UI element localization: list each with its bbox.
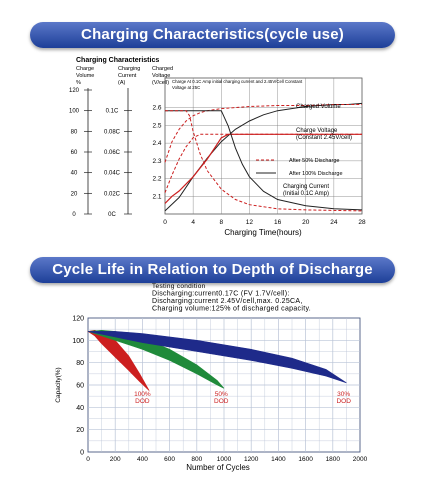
- charging-characteristics-banner: Charging Characteristics(cycle use): [30, 22, 395, 48]
- chart1-condition-note: Charge At 0.1C Amp initial charging curr…: [172, 79, 303, 84]
- chart1-x-tick-label: 0: [163, 219, 167, 226]
- chart2-dod-label: DOD: [336, 398, 351, 405]
- chart2-dod-band: [87, 331, 347, 384]
- chart2-x-tick-label: 400: [137, 456, 148, 463]
- chart1-header-text: Charging: [118, 66, 140, 72]
- chart1-volume-tick-label: 60: [71, 150, 78, 156]
- chart2-y-tick-label: 100: [72, 338, 84, 345]
- chart1-voltage-tick-label: 2.3: [152, 158, 161, 165]
- chart2-x-tick-label: 1200: [244, 456, 259, 463]
- chart1-header-text: (A): [118, 80, 126, 86]
- chart1-label-charge-voltage: Charge Voltage: [296, 128, 338, 134]
- cycle-life-chart: Testing conditionDischarging:current0.17…: [55, 283, 368, 472]
- chart1-header-text: %: [76, 80, 81, 86]
- chart1-label-charged-volume: Charged Volume: [296, 104, 341, 110]
- chart2-x-tick-label: 600: [164, 456, 175, 463]
- chart1-label-after100: After 100% Discharge: [289, 171, 343, 177]
- chart1-header-text: Voltage: [152, 73, 170, 79]
- chart1-voltage-tick-label: 2.4: [152, 140, 161, 147]
- chart2-x-axis-label: Number of Cycles: [186, 463, 250, 472]
- chart1-volume-tick-label: 20: [71, 191, 78, 197]
- chart2-x-tick-label: 1400: [271, 456, 286, 463]
- chart1-condition-note: Voltage at 25C: [172, 85, 200, 90]
- chart1-volume-tick-label: 120: [69, 88, 80, 94]
- chart2-testing-condition: Testing condition: [152, 283, 206, 290]
- chart1-x-tick-label: 8: [219, 219, 223, 226]
- chart1-label-after50: After 50% Discharge: [289, 158, 339, 164]
- chart2-x-tick-label: 1000: [217, 456, 232, 463]
- chart1-label-charging-current: (Initial 0.1C Amp): [283, 191, 329, 197]
- chart1-label-charge-voltage: (Constant 2.45V/cell): [296, 135, 352, 141]
- chart1-header-text: Volume: [76, 73, 94, 79]
- chart1-voltage-tick-label: 2.1: [152, 193, 161, 200]
- chart1-current-tick-label: 0.04C: [104, 171, 121, 177]
- chart1-current-tick-label: 0.02C: [104, 191, 121, 197]
- chart2-testing-condition: Discharging:current 2.45V/cell,max. 0.25…: [152, 298, 303, 305]
- chart2-x-tick-label: 800: [191, 456, 202, 463]
- chart1-current-tick-label: 0.06C: [104, 150, 121, 156]
- chart1-header-text: Charge: [76, 66, 94, 72]
- chart1-current-tick-label: 0.1C: [106, 109, 119, 115]
- chart1-label-charging-current: Charging Current: [283, 184, 329, 190]
- chart1-series-line: [164, 133, 362, 193]
- chart2-testing-condition: Charging volume:125% of discharged capac…: [152, 306, 311, 313]
- chart1-current-tick-label: 0.08C: [104, 129, 121, 135]
- chart1-volume-tick-label: 40: [71, 171, 78, 177]
- chart1-header-text: Charged: [152, 66, 173, 72]
- chart2-x-tick-label: 200: [110, 456, 121, 463]
- chart1-plot-frame: [164, 77, 363, 215]
- chart2-dod-label: DOD: [135, 398, 150, 405]
- chart1-x-tick-label: 24: [330, 219, 338, 226]
- chart2-dod-label: 100%: [134, 391, 151, 398]
- chart2-y-tick-label: 20: [76, 427, 84, 434]
- chart1-current-tick-label: 0C: [108, 212, 116, 218]
- chart2-testing-condition: Discharging:current0.17C (FV 1.7V/cell):: [152, 291, 290, 298]
- chart2-x-tick-label: 2000: [353, 456, 368, 463]
- chart1-header-text: (V/cell): [152, 80, 169, 86]
- chart1-voltage-tick-label: 2.5: [152, 122, 161, 129]
- chart1-volume-tick-label: 100: [69, 109, 80, 115]
- chart2-x-tick-label: 0: [86, 456, 90, 463]
- chart2-x-tick-label: 1600: [298, 456, 313, 463]
- chart1-x-tick-label: 20: [302, 219, 310, 226]
- chart2-y-axis-label: Capacity(%): [55, 367, 62, 402]
- chart2-y-tick-label: 120: [72, 316, 84, 323]
- chart1-volume-tick-label: 80: [71, 129, 78, 135]
- chart2-dod-label: 50%: [215, 391, 228, 398]
- cycle-life-banner: Cycle Life in Relation to Depth of Disch…: [30, 257, 395, 283]
- chart1-x-tick-label: 16: [274, 219, 282, 226]
- chart1-voltage-tick-label: 2.2: [152, 176, 161, 183]
- chart1-volume-tick-label: 0: [72, 212, 76, 218]
- chart1-x-tick-label: 28: [358, 219, 366, 226]
- chart1-x-axis-label: Charging Time(hours): [224, 228, 302, 237]
- chart2-x-tick-label: 1800: [326, 456, 341, 463]
- chart2-y-tick-label: 80: [76, 360, 84, 367]
- chart2-dod-label: DOD: [214, 398, 229, 405]
- chart1-series-line: [165, 110, 363, 211]
- chart1-x-tick-label: 12: [246, 219, 254, 226]
- chart1-header-text: Current: [118, 73, 137, 79]
- chart2-y-tick-label: 40: [76, 405, 84, 412]
- chart1-voltage-tick-label: 2.6: [152, 105, 161, 112]
- chart2-dod-label: 30%: [337, 391, 350, 398]
- chart1-series-line: [164, 133, 362, 204]
- chart1-x-tick-label: 4: [191, 219, 195, 226]
- chart2-y-tick-label: 60: [76, 383, 84, 390]
- chart1-title: Charging Characteristics: [76, 57, 159, 64]
- chart2-y-tick-label: 0: [80, 450, 84, 457]
- chart1-series-line: [165, 110, 363, 212]
- chart1-series-line: [164, 104, 362, 163]
